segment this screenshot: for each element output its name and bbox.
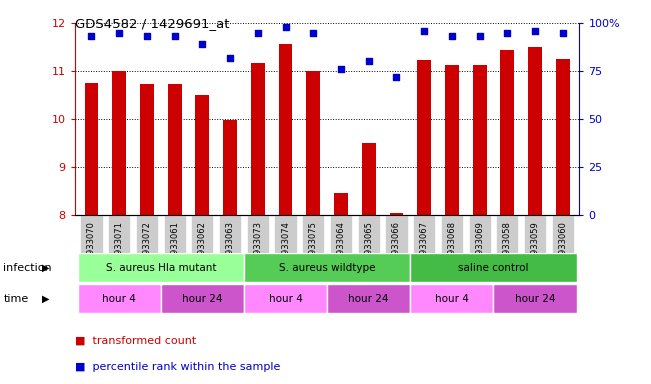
Point (336, 66, 346, 72)
Point (502, 30, 512, 36)
Bar (410, 253, 577, 282)
Text: time: time (3, 293, 29, 304)
Text: hour 24: hour 24 (182, 293, 223, 304)
Bar (85, 83, 98, 215)
Bar (493, 284, 577, 313)
Point (87, 33, 97, 40)
Bar (279, 44, 292, 215)
Bar (168, 84, 182, 215)
Text: S. aureus Hla mutant: S. aureus Hla mutant (105, 263, 216, 273)
Bar (473, 65, 486, 215)
Point (530, 28, 540, 34)
Text: hour 24: hour 24 (515, 293, 555, 304)
Text: hour 24: hour 24 (348, 293, 389, 304)
Bar (389, 213, 404, 215)
Bar (77, 284, 161, 313)
Bar (244, 253, 410, 282)
Bar (140, 84, 154, 215)
Point (114, 30, 124, 36)
Point (419, 28, 430, 34)
Text: infection: infection (3, 263, 52, 273)
Point (475, 33, 485, 40)
Bar (362, 143, 376, 215)
Point (363, 58, 374, 65)
Point (308, 30, 318, 36)
Bar (556, 59, 570, 215)
Bar (223, 121, 237, 215)
Bar (334, 194, 348, 215)
Text: GDS4582 / 1429691_at: GDS4582 / 1429691_at (75, 17, 229, 30)
Bar (417, 60, 431, 215)
Bar (77, 253, 244, 282)
Text: hour 4: hour 4 (269, 293, 303, 304)
Point (447, 33, 457, 40)
Point (197, 41, 208, 47)
Text: saline control: saline control (458, 263, 529, 273)
Bar (528, 47, 542, 215)
Bar (307, 71, 320, 215)
Bar (161, 284, 244, 313)
Bar (410, 284, 493, 313)
Point (225, 55, 235, 61)
Point (142, 33, 152, 40)
Bar (251, 63, 265, 215)
Text: hour 4: hour 4 (435, 293, 469, 304)
Text: ▶: ▶ (42, 263, 49, 273)
Bar (112, 71, 126, 215)
Text: hour 4: hour 4 (102, 293, 136, 304)
Bar (327, 284, 410, 313)
Point (391, 74, 402, 80)
Text: S. aureus wildtype: S. aureus wildtype (279, 263, 376, 273)
Bar (445, 65, 459, 215)
Text: ▶: ▶ (42, 293, 49, 304)
Point (281, 24, 291, 30)
Bar (195, 95, 210, 215)
Text: ■  transformed count: ■ transformed count (75, 336, 196, 346)
Text: ■  percentile rank within the sample: ■ percentile rank within the sample (75, 362, 280, 372)
Point (253, 30, 263, 36)
Bar (244, 284, 327, 313)
Point (557, 30, 568, 36)
Point (169, 33, 180, 40)
Bar (501, 50, 514, 215)
